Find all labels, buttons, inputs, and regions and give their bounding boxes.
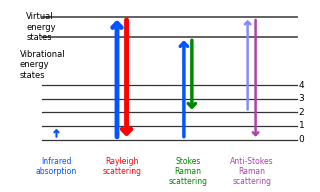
Text: Anti-Stokes
Raman
scattering: Anti-Stokes Raman scattering	[230, 157, 273, 186]
Text: 3: 3	[299, 94, 304, 103]
Text: 4: 4	[299, 81, 304, 90]
Text: 2: 2	[299, 108, 304, 117]
Text: Stokes
Raman
scattering: Stokes Raman scattering	[168, 157, 207, 186]
Text: 0: 0	[299, 135, 304, 144]
Text: Virtual
energy
states: Virtual energy states	[26, 12, 56, 42]
Text: Vibrational
energy
states: Vibrational energy states	[20, 50, 65, 80]
Text: Infrared
absorption: Infrared absorption	[36, 157, 77, 176]
Text: 1: 1	[299, 122, 304, 131]
Text: Rayleigh
scattering: Rayleigh scattering	[102, 157, 141, 176]
